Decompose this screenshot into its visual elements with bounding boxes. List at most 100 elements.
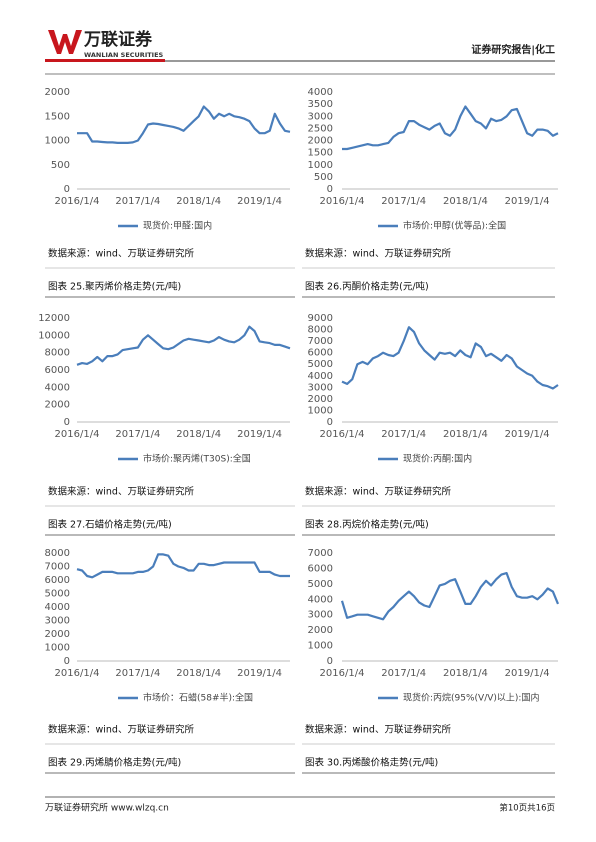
y-tick-label: 5000 — [308, 359, 333, 370]
figure-caption: 图表 29.丙烯腈价格走势(元/吨) — [48, 757, 181, 769]
y-tick-label: 6000 — [308, 563, 333, 574]
figure-caption: 图表 25.聚丙烯价格走势(元/吨) — [48, 281, 181, 293]
x-tick-label: 2018/1/4 — [443, 429, 488, 440]
page-number: 第10页共16页 — [499, 803, 555, 814]
legend-label: 现货价:甲醛:国内 — [143, 220, 212, 232]
x-tick-label: 2019/1/4 — [237, 668, 282, 679]
x-tick-label: 2017/1/4 — [381, 429, 426, 440]
y-tick-label: 1500 — [45, 111, 70, 122]
source-note: 数据来源：wind、万联证券研究所 — [305, 486, 451, 498]
x-tick-label: 2018/1/4 — [443, 668, 488, 679]
y-tick-label: 5000 — [45, 589, 70, 600]
y-tick-label: 2000 — [45, 400, 70, 411]
figure-caption: 图表 27.石蜡价格走势(元/吨) — [48, 519, 172, 531]
y-tick-label: 4000 — [308, 87, 333, 98]
y-tick-label: 12000 — [38, 313, 70, 324]
series-line — [341, 326, 559, 390]
legend-label: 市场价:聚丙烯(T30S):全国 — [143, 453, 251, 465]
y-tick-label: 2000 — [45, 629, 70, 640]
footer: 万联证券研究所 www.wlzq.cn 第10页共16页 — [45, 796, 555, 814]
x-tick-label: 2017/1/4 — [381, 668, 426, 679]
y-tick-label: 2000 — [45, 87, 70, 98]
x-tick-label: 2019/1/4 — [505, 429, 550, 440]
legend-label: 市场价：石蜡(58#半):全国 — [143, 692, 253, 704]
source-note: 数据来源：wind、万联证券研究所 — [48, 248, 194, 260]
logo-mark — [48, 30, 82, 54]
y-tick-label: 0 — [64, 417, 70, 428]
x-tick-label: 2017/1/4 — [115, 196, 160, 207]
y-tick-label: 6000 — [45, 575, 70, 586]
x-tick-label: 2016/1/4 — [55, 429, 100, 440]
y-tick-label: 5000 — [308, 579, 333, 590]
figure-caption: 图表 30.丙烯酸价格走势(元/吨) — [305, 757, 438, 769]
y-tick-label: 1500 — [308, 148, 333, 159]
y-tick-label: 2000 — [308, 625, 333, 636]
y-tick-label: 7000 — [308, 548, 333, 559]
y-tick-label: 7000 — [308, 336, 333, 347]
report-type: 证券研究报告|化工 — [471, 43, 555, 56]
footer-left: 万联证券研究所 www.wlzq.cn — [45, 802, 169, 814]
x-tick-label: 2018/1/4 — [443, 196, 488, 207]
header: 万联证券 WANLIAN SECURITIES 证券研究报告|化工 — [45, 29, 555, 75]
source-note: 数据来源：wind、万联证券研究所 — [305, 248, 451, 260]
x-tick-label: 2018/1/4 — [176, 668, 221, 679]
x-tick-label: 2016/1/4 — [320, 668, 365, 679]
y-tick-label: 7000 — [45, 562, 70, 573]
y-tick-label: 6000 — [45, 365, 70, 376]
legend-label: 市场价:甲醇(优等品):全国 — [403, 220, 506, 232]
y-tick-label: 2500 — [308, 123, 333, 134]
y-tick-label: 1000 — [308, 405, 333, 416]
y-tick-label: 9000 — [308, 313, 333, 324]
y-tick-label: 0 — [64, 184, 70, 195]
y-tick-label: 4000 — [308, 594, 333, 605]
y-tick-label: 0 — [327, 417, 333, 428]
legend-label: 现货价:丙酮:国内 — [403, 453, 472, 465]
y-tick-label: 3000 — [308, 111, 333, 122]
x-tick-label: 2017/1/4 — [115, 668, 160, 679]
y-tick-label: 4000 — [45, 382, 70, 393]
source-note: 数据来源：wind、万联证券研究所 — [305, 724, 451, 736]
y-tick-label: 3000 — [308, 610, 333, 621]
x-tick-label: 2019/1/4 — [505, 668, 550, 679]
series-line — [76, 553, 290, 579]
y-tick-label: 3500 — [308, 99, 333, 110]
figure-caption: 图表 26.丙酮价格走势(元/吨) — [305, 281, 429, 293]
y-tick-label: 8000 — [45, 548, 70, 559]
logo-bar — [45, 59, 165, 62]
series-line — [342, 105, 559, 151]
y-tick-label: 6000 — [308, 348, 333, 359]
y-tick-label: 3000 — [308, 382, 333, 393]
y-tick-label: 4000 — [308, 371, 333, 382]
y-tick-label: 1000 — [308, 641, 333, 652]
y-tick-label: 10000 — [38, 330, 70, 341]
legend-label: 现货价:丙烷(95%(V/V)以上):国内 — [403, 692, 539, 704]
y-tick-label: 0 — [64, 656, 70, 667]
series-line — [76, 325, 291, 366]
y-tick-label: 0 — [327, 656, 333, 667]
y-tick-label: 4000 — [45, 602, 70, 613]
y-tick-label: 1000 — [308, 160, 333, 171]
y-tick-label: 1000 — [45, 643, 70, 654]
y-tick-label: 1000 — [45, 136, 70, 147]
series-line — [340, 572, 560, 621]
y-tick-label: 2000 — [308, 136, 333, 147]
figure-caption: 图表 28.丙烷价格走势(元/吨) — [305, 519, 429, 531]
y-tick-label: 0 — [327, 184, 333, 195]
x-tick-label: 2018/1/4 — [176, 196, 221, 207]
y-tick-label: 8000 — [308, 325, 333, 336]
x-tick-label: 2017/1/4 — [115, 429, 160, 440]
y-tick-label: 3000 — [45, 616, 70, 627]
x-tick-label: 2016/1/4 — [320, 196, 365, 207]
x-tick-label: 2018/1/4 — [176, 429, 221, 440]
x-tick-label: 2017/1/4 — [381, 196, 426, 207]
y-tick-label: 500 — [51, 160, 70, 171]
y-tick-label: 8000 — [45, 348, 70, 359]
x-tick-label: 2019/1/4 — [237, 196, 282, 207]
logo-english: WANLIAN SECURITIES — [84, 51, 164, 59]
x-tick-label: 2019/1/4 — [237, 429, 282, 440]
x-tick-label: 2019/1/4 — [505, 196, 550, 207]
x-tick-label: 2016/1/4 — [55, 196, 100, 207]
y-tick-label: 2000 — [308, 394, 333, 405]
x-tick-label: 2016/1/4 — [55, 668, 100, 679]
